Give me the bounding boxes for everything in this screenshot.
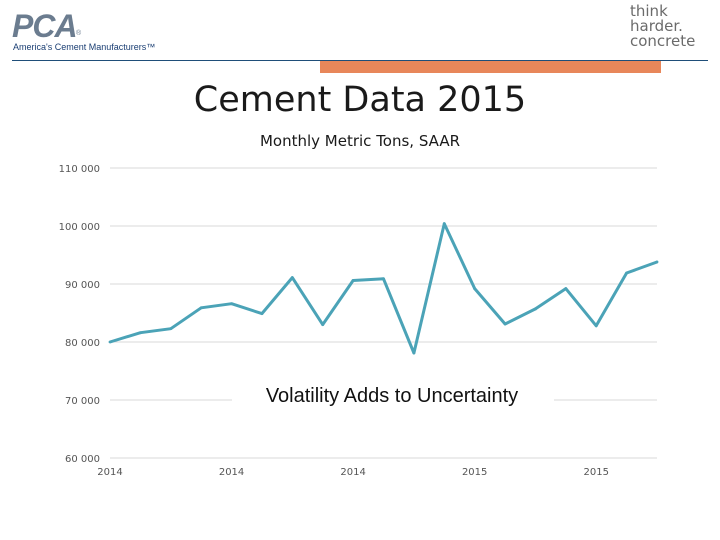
annotation-background: [232, 378, 554, 410]
data-point: [138, 331, 142, 335]
header-rule: [12, 60, 708, 61]
x-tick-label: 2014: [340, 467, 365, 478]
annotation-text: Volatility Adds to Uncertainty: [266, 385, 518, 407]
pca-logo-text: PCA: [12, 8, 78, 44]
x-tick-label: 2014: [97, 467, 122, 478]
series-layer: [108, 222, 659, 355]
data-point: [351, 279, 355, 282]
data-point: [230, 302, 233, 306]
data-point: [382, 277, 385, 281]
data-point: [473, 287, 477, 291]
pca-registered-mark: ®: [76, 30, 82, 37]
y-tick-label: 70 000: [65, 396, 100, 407]
slide-title: Cement Data 2015: [193, 80, 527, 120]
x-tick-label: 2015: [583, 467, 608, 478]
pca-logo: PCA ® America's Cement Manufacturers™: [12, 8, 162, 54]
x-axis-ticks: 2014 2014 2014 2015 2015: [97, 467, 609, 478]
data-point: [625, 271, 629, 275]
data-point: [564, 287, 568, 291]
y-tick-label: 80 000: [65, 338, 100, 349]
x-tick-label: 2014: [219, 467, 244, 478]
think-harder-concrete-logo: think harder. concrete: [630, 4, 714, 56]
y-tick-label: 60 000: [65, 454, 100, 465]
y-tick-label: 100 000: [59, 222, 100, 233]
x-tick-label: 2015: [462, 467, 487, 478]
annotation-layer: Volatility Adds to Uncertainty: [232, 378, 554, 410]
data-point: [412, 351, 416, 355]
logo-line-think: think: [630, 2, 668, 20]
logo-line-harder: harder.: [630, 17, 683, 35]
accent-bar: [320, 61, 661, 73]
data-point: [534, 307, 537, 311]
data-point: [594, 324, 598, 328]
gridlines: [110, 167, 657, 459]
data-point: [108, 340, 112, 344]
y-tick-label: 110 000: [59, 164, 100, 175]
chart-subtitle: Monthly Metric Tons, SAAR: [259, 132, 461, 150]
pca-tagline: America's Cement Manufacturers™: [13, 42, 156, 52]
series-line: [109, 222, 658, 355]
data-point: [199, 306, 203, 310]
data-point: [290, 276, 294, 280]
data-point: [321, 323, 325, 326]
data-point: [169, 327, 173, 331]
data-point: [503, 322, 507, 326]
data-point: [260, 312, 264, 315]
y-axis-ticks: 60 000 70 000 80 000 90 000 100 000 110 000: [59, 164, 100, 465]
data-point: [442, 222, 446, 226]
y-tick-label: 90 000: [65, 280, 100, 291]
logo-line-concrete: concrete: [630, 32, 696, 50]
data-point: [655, 260, 659, 264]
